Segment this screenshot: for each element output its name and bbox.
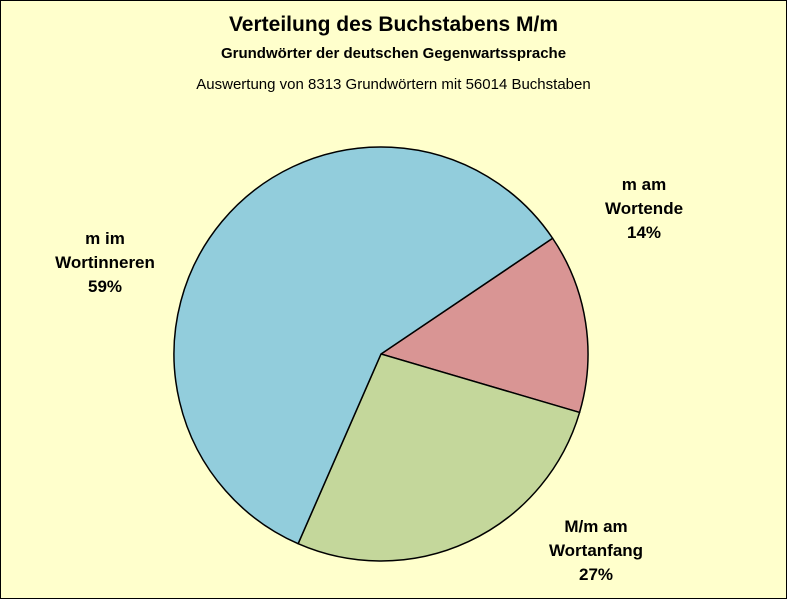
chart-caption: Auswertung von 8313 Grundwörtern mit 560…	[196, 76, 591, 93]
pie-slice-wortinneren	[173, 146, 554, 545]
slice-label-wortanfang: M/m am Wortanfang 27%	[548, 517, 644, 584]
pie-slice-wortanfang	[297, 353, 581, 562]
chart-title: Verteilung des Buchstabens M/m	[228, 13, 559, 36]
slice-label-wortinneren: m im Wortinneren 59%	[55, 229, 155, 296]
slice-label-wortende: m am Wortende 14%	[604, 175, 684, 242]
chart-subtitle: Grundwörter der deutschen Gegenwartsspra…	[220, 45, 567, 62]
